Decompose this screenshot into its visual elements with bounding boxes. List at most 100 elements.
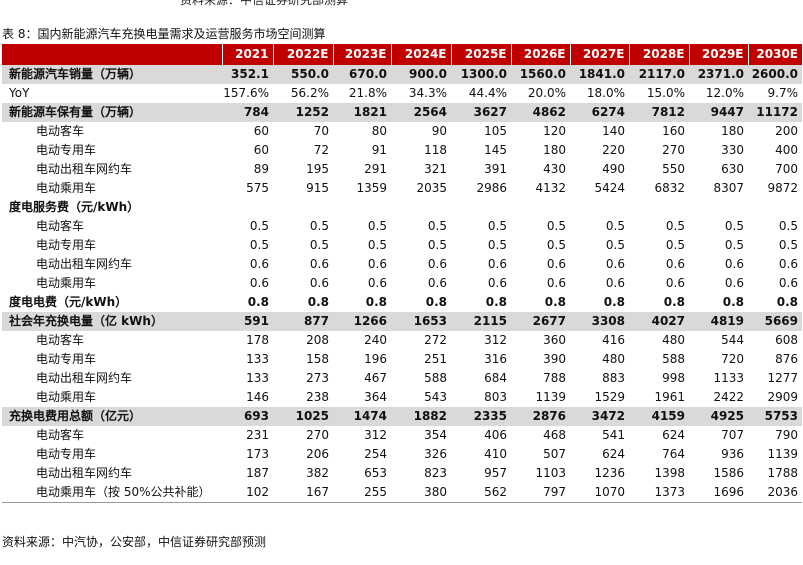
table-cell: 0.6: [546, 276, 566, 290]
table-cell: 8307: [713, 181, 744, 195]
table-cell: 550: [662, 162, 685, 176]
row-label: 电动乘用车（按 50%公共补能）: [2, 483, 222, 503]
table-cell: 312: [364, 428, 387, 442]
table-cell: 187: [246, 466, 269, 480]
table-cell: 1653: [391, 312, 451, 331]
table-cell: 0.5: [665, 219, 685, 233]
table-cell: 220: [602, 143, 625, 157]
table-cell: 1266: [333, 312, 391, 331]
table-cell: 400: [775, 143, 798, 157]
table-cell: 173: [246, 447, 269, 461]
table-cell: 2909: [767, 390, 798, 404]
table-row: 电动专用车 60 72 91 118 145 180 220 270 330 400: [2, 141, 802, 160]
row-label: 新能源车保有量（万辆）: [2, 103, 222, 122]
table-cell: 6832: [654, 181, 685, 195]
table-cell: 653: [364, 466, 387, 480]
table-cell: 0.6: [665, 276, 685, 290]
table-cell: 0.8: [776, 295, 798, 309]
row-label: 电动出租车网约车: [36, 257, 133, 271]
table-cell: 80: [371, 124, 387, 138]
table-cell: 0.5: [778, 238, 798, 252]
header-year: 2023E: [332, 44, 391, 65]
table-cell: 231: [246, 428, 269, 442]
table-cell: 4159: [629, 407, 689, 426]
table-cell: 1300.0: [451, 65, 511, 84]
table-cell: 0.8: [485, 295, 507, 309]
table-cell: 118: [424, 143, 447, 157]
table-cell: 720: [721, 352, 744, 366]
table-cell: 380: [391, 483, 451, 503]
table-row: YoY 157.6% 56.2% 21.8% 34.3% 44.4% 20.0% 18.0% 1…: [2, 84, 802, 103]
table-cell: 312: [484, 333, 507, 347]
table-cell: [570, 198, 629, 217]
table-cell: 0.8: [365, 295, 387, 309]
table-cell: 562: [451, 483, 511, 503]
header-year: 2027E: [569, 44, 629, 65]
table-cell: 1236: [594, 466, 625, 480]
table-cell: [689, 198, 748, 217]
table-cell: 0.8: [307, 295, 329, 309]
table-cell: 1070: [570, 483, 629, 503]
table-cell: 877: [273, 312, 333, 331]
table-cell: 2986: [476, 181, 507, 195]
table-cell: 2035: [416, 181, 447, 195]
table-cell: 273: [306, 371, 329, 385]
table-cell: 883: [602, 371, 625, 385]
table-cell: 34.3%: [408, 86, 447, 100]
table-cell: 467: [364, 371, 387, 385]
table-cell: 1373: [629, 483, 689, 503]
table-cell: 624: [662, 428, 685, 442]
table-cell: 2422: [713, 390, 744, 404]
table-cell: 4925: [689, 407, 748, 426]
table-cell: 102: [222, 483, 273, 503]
table-cell: 1133: [713, 371, 744, 385]
table-cell: 5424: [594, 181, 625, 195]
table-cell: 321: [424, 162, 447, 176]
table-cell: 200: [775, 124, 798, 138]
header-year: 2026E: [510, 44, 570, 65]
table-cell: 390: [543, 352, 566, 366]
table-row: 电动客车 0.5 0.5 0.5 0.5 0.5 0.5 0.5 0.5 0.5 0.5: [2, 217, 802, 236]
table-cell: 2677: [511, 312, 570, 331]
table-row: 电动出租车网约车 133 273 467 588 684 788 883 998 1133 1277: [2, 369, 802, 388]
table-cell: 2564: [391, 103, 451, 122]
table-cell: 406: [484, 428, 507, 442]
table-row: 度电电费（元/kWh） 0.8 0.8 0.8 0.8 0.8 0.8 0.8 0.8 0.8 0.…: [2, 293, 802, 312]
table-cell: 0.8: [544, 295, 566, 309]
table-cell: 630: [721, 162, 744, 176]
table-cell: 56.2%: [290, 86, 329, 100]
table-cell: 1788: [767, 466, 798, 480]
row-label: 电动出租车网约车: [36, 162, 133, 176]
data-table: 2021 2022E 2023E 2024E 2025E 2026E 2027E 2028E 2…: [2, 44, 802, 503]
table-cell: 1474: [333, 407, 391, 426]
table-cell: 0.5: [309, 238, 329, 252]
table-cell: 4132: [535, 181, 566, 195]
table-body: 新能源汽车销量（万辆） 352.1 550.0 670.0 900.0 1300.0 156…: [2, 65, 802, 503]
header-year: 2024E: [390, 44, 451, 65]
table-cell: 4819: [689, 312, 748, 331]
table-cell: 1821: [333, 103, 391, 122]
table-cell: 0.6: [605, 276, 625, 290]
table-cell: [273, 198, 333, 217]
table-cell: 1586: [713, 466, 744, 480]
header-year: 2030E: [747, 44, 802, 65]
table-cell: 624: [602, 447, 625, 461]
table-cell: 0.5: [546, 219, 566, 233]
table-cell: 9447: [689, 103, 748, 122]
table-cell: 490: [602, 162, 625, 176]
table-cell: 936: [721, 447, 744, 461]
table-cell: 1139: [535, 390, 566, 404]
table-cell: 0.5: [724, 238, 744, 252]
table-row: 度电服务费（元/kWh）: [2, 198, 802, 217]
table-cell: 238: [306, 390, 329, 404]
table-cell: 543: [424, 390, 447, 404]
table-cell: 5669: [748, 312, 802, 331]
row-label: 度电电费（元/kWh）: [9, 295, 128, 309]
table-row: 电动出租车网约车 0.6 0.6 0.6 0.6 0.6 0.6 0.6 0.6 0.6 0.6: [2, 255, 802, 274]
table-cell: 6274: [570, 103, 629, 122]
table-row: 电动专用车 173 206 254 326 410 507 624 764 936 1139: [2, 445, 802, 464]
table-cell: 1025: [273, 407, 333, 426]
table-cell: 2115: [451, 312, 511, 331]
header-year: 2025E: [450, 44, 511, 65]
table-cell: 5753: [748, 407, 802, 426]
